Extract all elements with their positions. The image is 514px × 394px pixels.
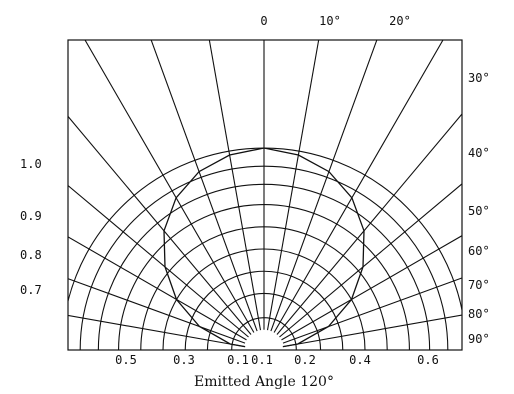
right-angle-label: 70° [468, 278, 490, 292]
emission-pattern-curve [163, 147, 365, 350]
radial-line-60-right [281, 235, 462, 341]
radial-line-20-right [270, 40, 378, 332]
bottom-value-label: 0.4 [349, 353, 371, 367]
radial-line-80-right [283, 314, 462, 348]
intensity-ring-9 [79, 165, 449, 350]
radial-line-20-left [150, 40, 258, 332]
right-angle-label: 80° [468, 307, 490, 321]
radial-line-30-left [84, 40, 255, 333]
radial-line-70-left [68, 278, 246, 344]
intensity-ring-5 [162, 248, 366, 350]
radial-line-30-right [273, 40, 444, 333]
intensity-ring-4 [184, 270, 344, 350]
bottom-value-label: 0.2 [294, 353, 316, 367]
right-angle-label: 50° [468, 204, 490, 218]
radial-line-40-left [68, 115, 252, 335]
bottom-value-label: 0.3 [173, 353, 195, 367]
tick-labels: 0 10° 20° 30° 40° 50° 60° 70° 80° 90° 1.0 0.9 0.8 0.7… [20, 14, 490, 367]
left-value-label: 1.0 [20, 157, 42, 171]
intensity-ring-3 [206, 292, 322, 350]
left-value-label: 0.7 [20, 283, 42, 297]
emission-curve [163, 147, 365, 350]
radial-line-50-left [68, 184, 249, 338]
top-angle-label: 20° [389, 14, 411, 28]
bottom-value-label: 0.5 [115, 353, 137, 367]
right-angle-label: 40° [468, 146, 490, 160]
x-axis-title: Emitted Angle 120° [194, 374, 334, 390]
right-angle-label: 60° [468, 244, 490, 258]
radial-line-10-right [266, 40, 320, 331]
radial-line-40-right [276, 113, 462, 335]
radial-line-50-right [279, 183, 462, 338]
polar-grid [68, 40, 462, 350]
radial-line-80-left [68, 314, 245, 348]
intensity-ring-2 [231, 317, 297, 350]
left-value-label: 0.8 [20, 248, 42, 262]
top-angle-label: 0 [260, 14, 267, 28]
radial-line-10-left [208, 40, 262, 331]
intensity-ring-8 [97, 183, 431, 350]
origin-cap [244, 330, 284, 350]
bottom-value-label: 0.1 [251, 353, 273, 367]
intensity-ring-7 [118, 204, 410, 350]
intensity-ring-6 [140, 226, 388, 350]
bottom-value-label: 0.6 [417, 353, 439, 367]
plot-frame [67, 39, 463, 351]
bottom-value-label: 0.1 [227, 353, 249, 367]
right-angle-label: 30° [468, 71, 490, 85]
right-angle-label: 90° [468, 332, 490, 346]
top-angle-label: 10° [319, 14, 341, 28]
radial-line-60-left [68, 236, 247, 341]
left-value-label: 0.9 [20, 209, 42, 223]
